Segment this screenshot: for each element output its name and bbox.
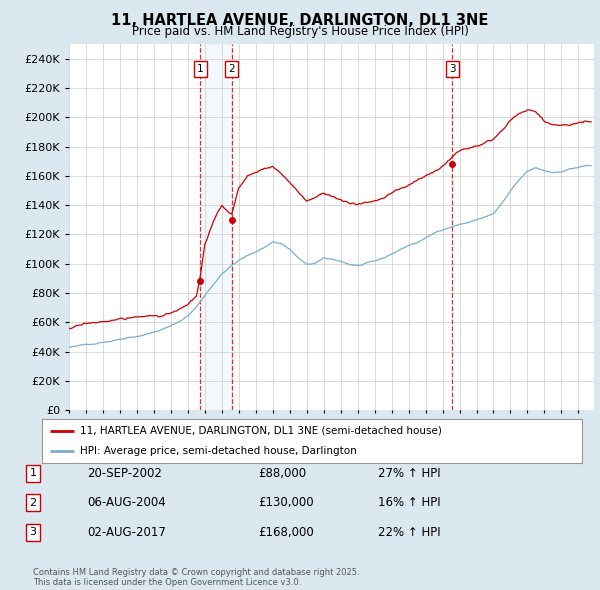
Text: 02-AUG-2017: 02-AUG-2017: [87, 526, 166, 539]
Text: 1: 1: [29, 468, 37, 478]
Text: 3: 3: [449, 64, 456, 74]
Text: £130,000: £130,000: [258, 496, 314, 509]
Text: HPI: Average price, semi-detached house, Darlington: HPI: Average price, semi-detached house,…: [80, 446, 356, 456]
Text: £88,000: £88,000: [258, 467, 306, 480]
Text: 22% ↑ HPI: 22% ↑ HPI: [378, 526, 440, 539]
Text: 11, HARTLEA AVENUE, DARLINGTON, DL1 3NE (semi-detached house): 11, HARTLEA AVENUE, DARLINGTON, DL1 3NE …: [80, 426, 442, 436]
Text: 20-SEP-2002: 20-SEP-2002: [87, 467, 162, 480]
Text: 16% ↑ HPI: 16% ↑ HPI: [378, 496, 440, 509]
Text: 2: 2: [29, 498, 37, 507]
Text: 2: 2: [229, 64, 235, 74]
Bar: [200, 44, 232, 410]
Text: 11, HARTLEA AVENUE, DARLINGTON, DL1 3NE: 11, HARTLEA AVENUE, DARLINGTON, DL1 3NE: [112, 13, 488, 28]
Text: £168,000: £168,000: [258, 526, 314, 539]
Text: 27% ↑ HPI: 27% ↑ HPI: [378, 467, 440, 480]
Text: 1: 1: [197, 64, 203, 74]
Text: Contains HM Land Registry data © Crown copyright and database right 2025.
This d: Contains HM Land Registry data © Crown c…: [33, 568, 359, 587]
Text: 06-AUG-2004: 06-AUG-2004: [87, 496, 166, 509]
Text: 3: 3: [29, 527, 37, 537]
Text: Price paid vs. HM Land Registry's House Price Index (HPI): Price paid vs. HM Land Registry's House …: [131, 25, 469, 38]
